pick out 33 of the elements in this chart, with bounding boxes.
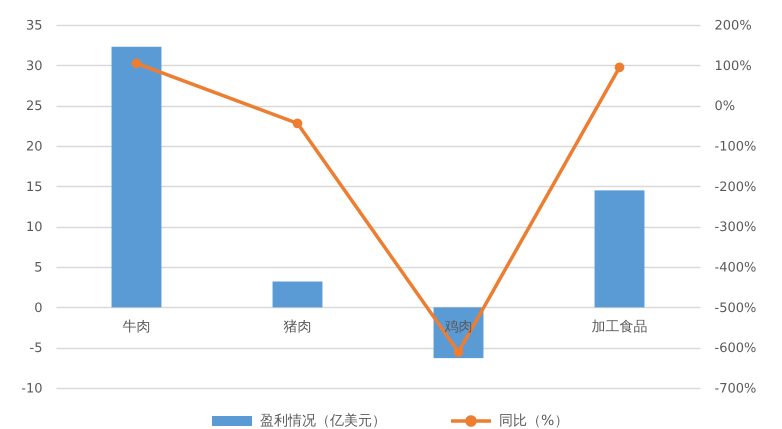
y-tick-label: 35 <box>26 18 42 34</box>
y-tick-label: 0 <box>34 300 42 316</box>
point <box>454 347 464 357</box>
y-tick-label: -10 <box>21 382 42 396</box>
y2-tick-label: 100% <box>714 58 752 74</box>
x-tick-label: 加工食品 <box>592 318 648 335</box>
y2-tick-label: -300% <box>714 220 756 236</box>
point <box>132 58 142 68</box>
y2-tick-label: -100% <box>714 140 756 154</box>
bar <box>272 282 322 308</box>
legend-label: 同比（%） <box>499 413 568 429</box>
y-tick-label: -5 <box>30 341 42 356</box>
y2-tick-label: -700% <box>714 382 756 396</box>
y2-tick-label: -500% <box>714 300 756 316</box>
y2-tick-label: 0% <box>714 99 736 114</box>
x-tick-label: 猪肉 <box>284 318 312 335</box>
point <box>614 62 624 72</box>
y2-tick-label: 200% <box>714 18 752 34</box>
y-tick-label: 15 <box>26 180 42 195</box>
bar <box>112 46 162 308</box>
y-tick-label: 30 <box>26 58 42 74</box>
x-tick-label: 牛肉 <box>122 318 150 335</box>
point <box>292 118 302 128</box>
y2-tick-label: -400% <box>714 260 756 276</box>
y-tick-label: 20 <box>26 140 42 154</box>
x-tick-label: 鸡肉 <box>444 318 472 335</box>
bar <box>594 190 644 308</box>
y-tick-label: 25 <box>26 99 42 114</box>
y-tick-label: 10 <box>26 220 42 236</box>
y2-tick-label: -200% <box>714 180 756 195</box>
legend-label: 盈利情况（亿美元） <box>260 413 386 429</box>
y2-tick-label: -600% <box>714 341 756 356</box>
y-tick-label: 5 <box>34 260 42 276</box>
